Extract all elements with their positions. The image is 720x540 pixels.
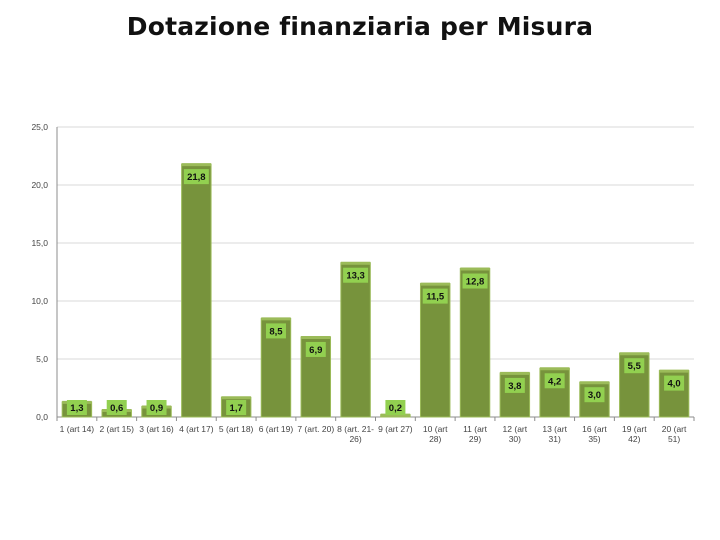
x-tick-label: 13 (art 31) [542, 424, 567, 444]
bar [340, 262, 371, 418]
data-label-box [343, 267, 369, 283]
data-label-box [504, 377, 525, 393]
bar [459, 268, 491, 418]
x-tick-label: 11 (art 29) [463, 424, 488, 444]
x-tick-label: 12 (art 30) [503, 424, 528, 444]
data-label: 0,6 [110, 403, 123, 414]
data-label-box [66, 400, 87, 415]
x-tick-label: 6 (art 19) [259, 424, 294, 434]
data-label-box [584, 387, 605, 403]
x-tick-label: 10 (art 28) [423, 424, 448, 444]
data-label-box [385, 400, 406, 415]
bars [61, 163, 690, 418]
data-label: 11,5 [426, 292, 445, 303]
data-label-box [305, 341, 326, 357]
category-labels: 1 (art 14) 2 (art 15) 3 (art 16) 4 (art 17)… [60, 424, 687, 444]
data-label-box [226, 400, 247, 415]
y-tick-label: 0,0 [36, 412, 48, 422]
data-label-box [183, 169, 209, 185]
x-tick-label: 4 (art 17) [179, 424, 214, 434]
data-label: 13,3 [346, 271, 365, 282]
data-label: 21,8 [187, 172, 206, 183]
data-label-box [664, 375, 685, 391]
data-label: 12,8 [466, 277, 485, 288]
data-label-box [544, 373, 565, 389]
bar [181, 163, 212, 418]
data-label: 0,9 [150, 403, 163, 414]
y-tick-label: 10,0 [31, 296, 48, 306]
data-label-box [265, 323, 286, 339]
data-label-box [106, 400, 127, 415]
y-tick-label: 20,0 [31, 180, 48, 190]
data-label: 1,3 [70, 403, 83, 414]
data-label-box [146, 400, 167, 415]
data-label-box [422, 288, 448, 304]
bar [419, 283, 451, 418]
data-labels: 1,3 0,6 0,9 21,8 1,7 8,5 6,9 13,3 0,2 11,5 12,8 3,8… [66, 169, 685, 415]
x-tick-label: 7 (art. 20) [297, 424, 334, 434]
gridlines [57, 126, 694, 360]
x-tick-label: 9 (art 27) [378, 424, 413, 434]
x-tick-label: 3 (art 16) [139, 424, 174, 434]
slide-title: Dotazione finanziaria per Misura [126, 12, 594, 41]
x-tick-label: 8 (art. 21-26) [337, 424, 374, 444]
data-label: 5,5 [628, 361, 642, 372]
data-label: 6,9 [309, 345, 322, 356]
x-tick-label: 20 (art 51) [662, 424, 687, 444]
x-tick-label: 19 (art 42) [622, 424, 647, 444]
data-label: 1,7 [230, 403, 243, 414]
x-tick-label: 5 (art 18) [219, 424, 254, 434]
y-tick-label: 5,0 [36, 354, 48, 364]
x-tick-label: 1 (art 14) [60, 424, 95, 434]
data-label: 8,5 [269, 326, 283, 337]
x-tick-label: 16 (art 35) [582, 424, 607, 444]
y-tick-label: 15,0 [31, 238, 48, 248]
data-label: 3,0 [588, 390, 601, 401]
data-label: 4,2 [548, 376, 561, 387]
data-label-box [624, 358, 645, 374]
data-label: 0,2 [389, 403, 402, 414]
data-label: 4,0 [667, 379, 680, 390]
x-tick-label: 2 (art 15) [99, 424, 134, 434]
data-label: 3,8 [508, 381, 521, 392]
data-label-box [462, 273, 488, 289]
y-tick-label: 25,0 [31, 122, 48, 132]
